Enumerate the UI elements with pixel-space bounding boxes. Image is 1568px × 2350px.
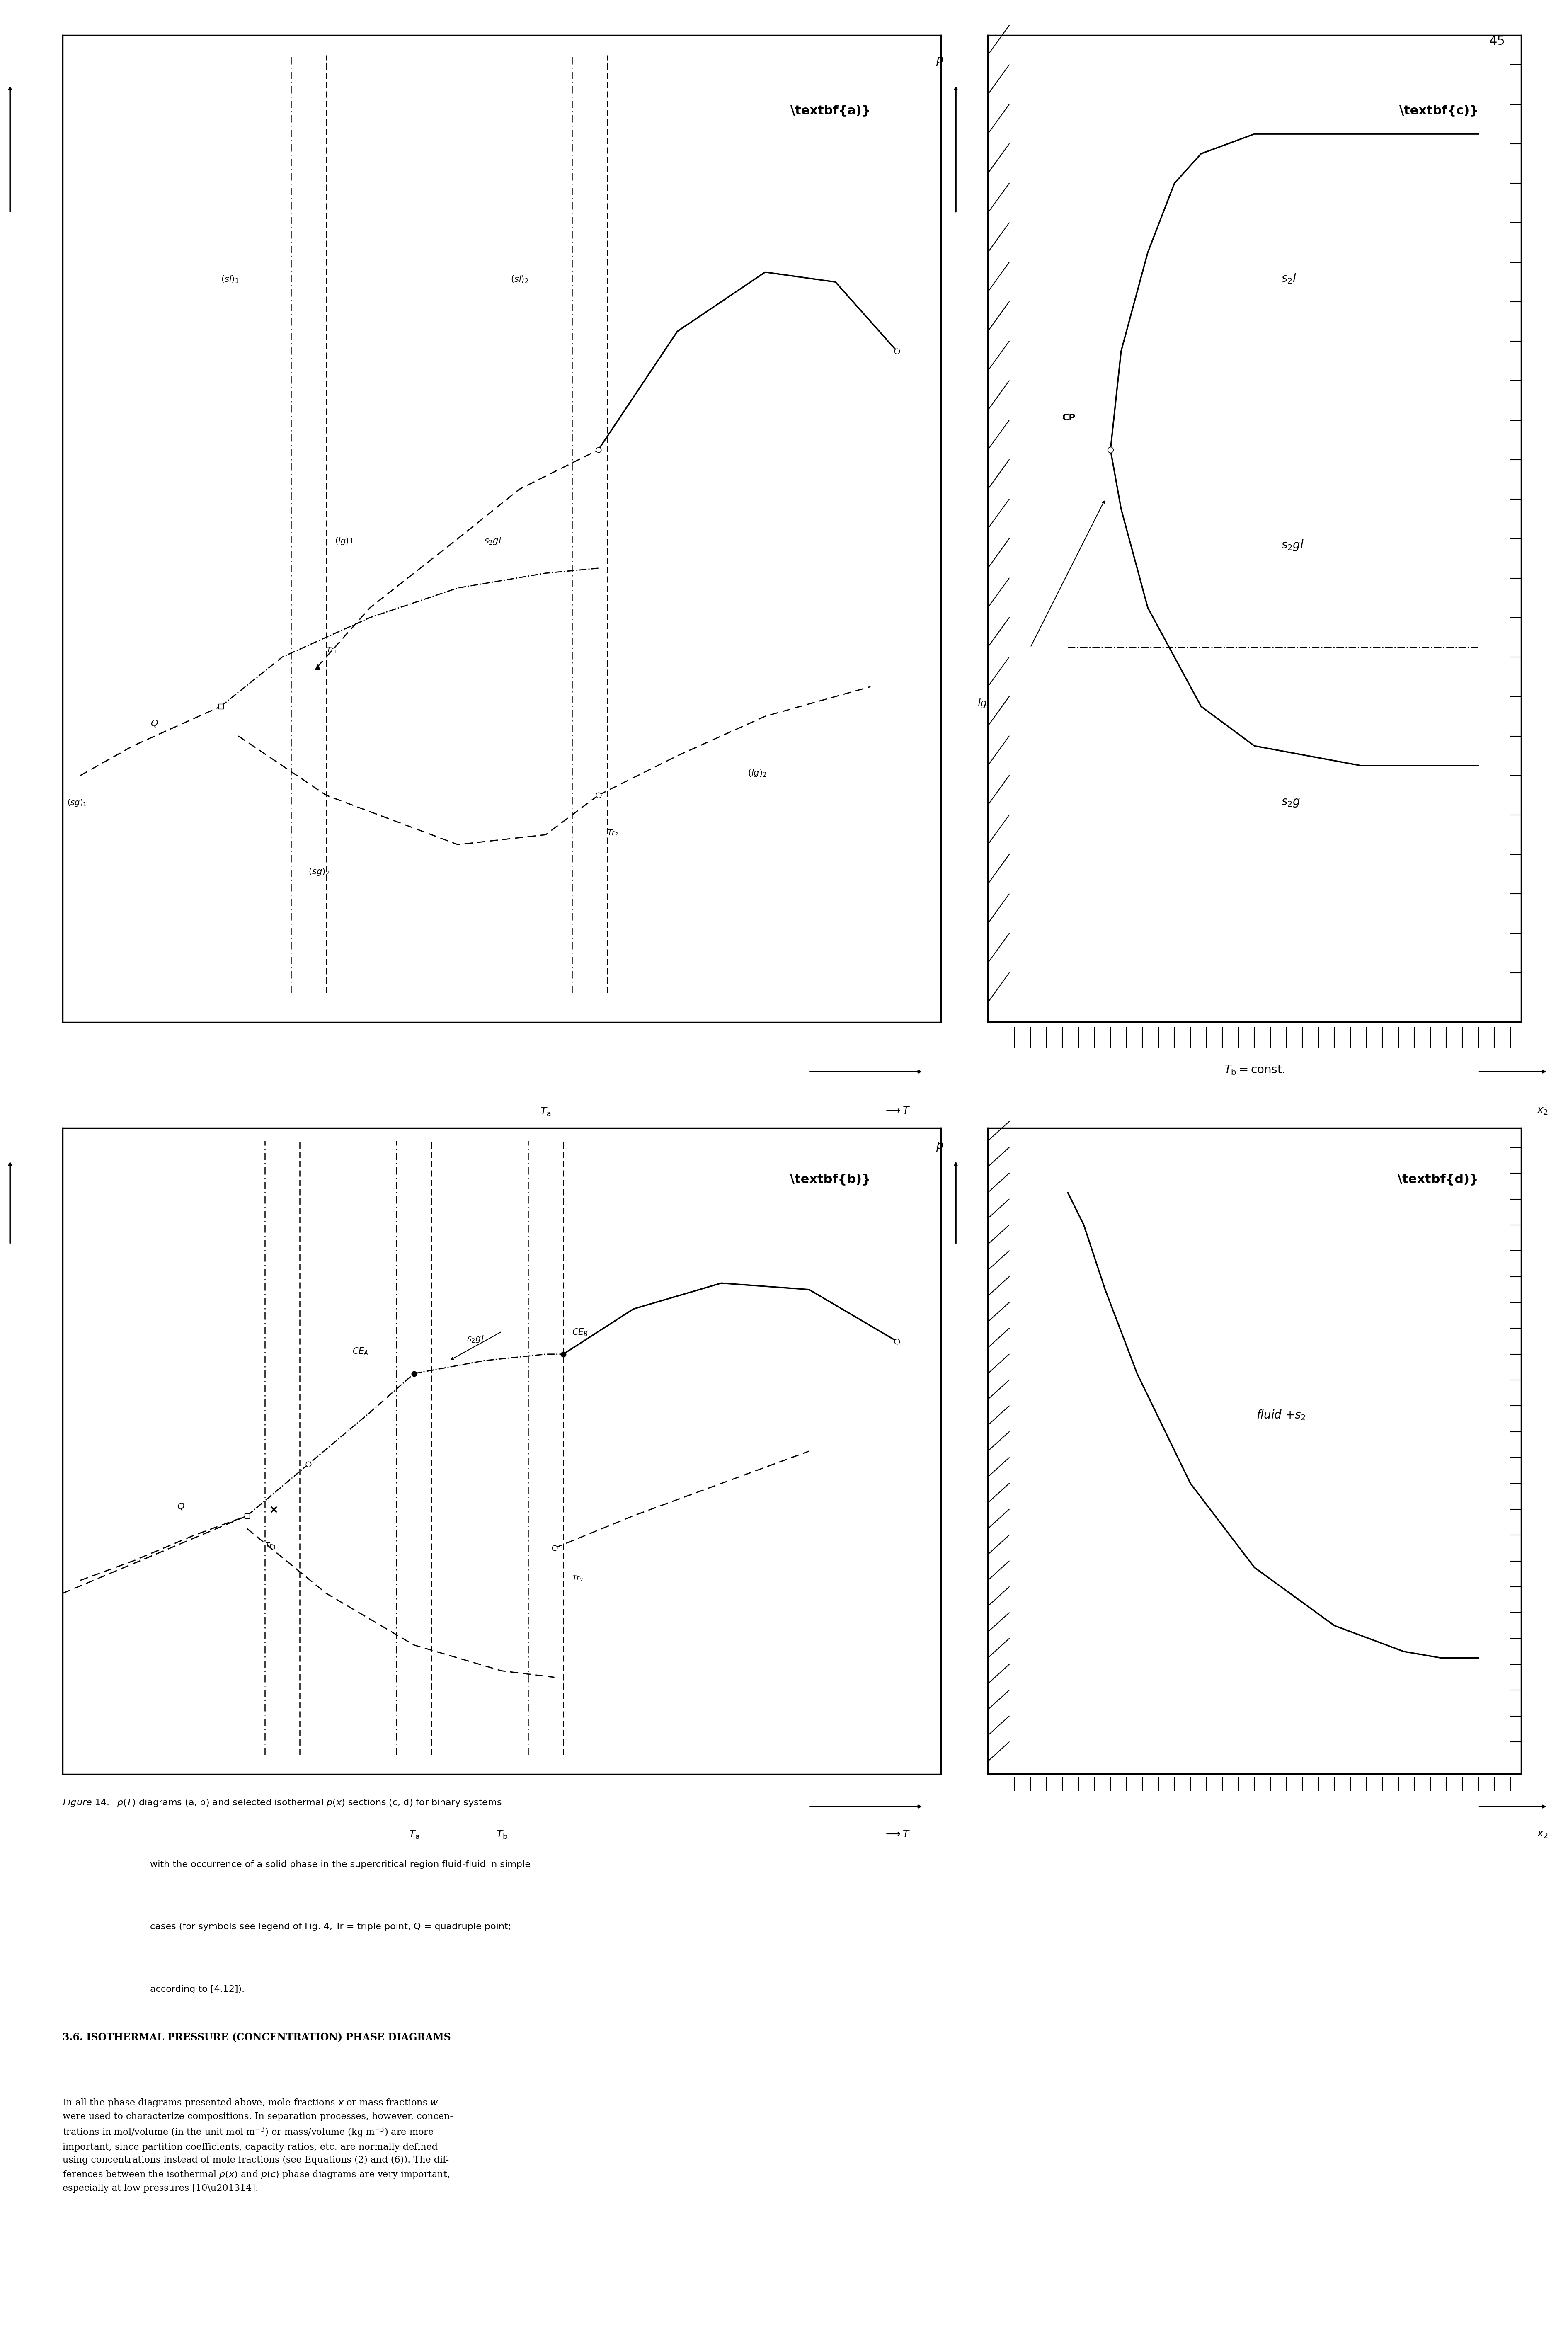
Text: $x_2$: $x_2$ bbox=[1537, 1107, 1548, 1116]
Text: $x_2$: $x_2$ bbox=[1537, 1828, 1548, 1840]
Text: \textbf{d)}: \textbf{d)} bbox=[1397, 1173, 1479, 1184]
Text: $s_2gl$: $s_2gl$ bbox=[485, 536, 502, 545]
Text: $Q$: $Q$ bbox=[151, 719, 158, 728]
Text: $CE_A$: $CE_A$ bbox=[353, 1347, 368, 1356]
Text: $\mathit{Figure\ 14.}$  $p(T)$ diagrams (a, b) and selected isothermal $p(x)$ se: $\mathit{Figure\ 14.}$ $p(T)$ diagrams (… bbox=[63, 1798, 502, 1807]
Text: \textbf{b)}: \textbf{b)} bbox=[790, 1173, 870, 1184]
Text: $s_2gl$: $s_2gl$ bbox=[1281, 538, 1303, 552]
Text: $Tr_1$: $Tr_1$ bbox=[265, 1542, 276, 1551]
Text: cases (for symbols see legend of Fig. 4, Tr = triple point, Q = quadruple point;: cases (for symbols see legend of Fig. 4,… bbox=[151, 1922, 511, 1932]
Text: $(lg)_2$: $(lg)_2$ bbox=[748, 768, 767, 778]
Text: $s_2g$: $s_2g$ bbox=[1281, 797, 1300, 808]
Text: according to [4,12]).: according to [4,12]). bbox=[151, 1986, 245, 1993]
Text: $p$: $p$ bbox=[936, 1140, 944, 1152]
Text: $CE_B$: $CE_B$ bbox=[572, 1328, 588, 1337]
Text: $(sg)_1$: $(sg)_1$ bbox=[67, 799, 86, 808]
Text: CP: CP bbox=[1063, 414, 1076, 423]
Text: 45: 45 bbox=[1490, 35, 1505, 47]
Text: $(sl)_2$: $(sl)_2$ bbox=[511, 275, 528, 284]
Text: $T_{\rm a}$: $T_{\rm a}$ bbox=[541, 1107, 550, 1116]
Text: $\longrightarrow T$: $\longrightarrow T$ bbox=[883, 1828, 911, 1840]
Text: $lg$: $lg$ bbox=[977, 698, 988, 710]
Text: $\longrightarrow T$: $\longrightarrow T$ bbox=[883, 1107, 911, 1116]
Text: \textbf{a)}: \textbf{a)} bbox=[790, 103, 870, 118]
Text: fluid $+ s_2$: fluid $+ s_2$ bbox=[1256, 1410, 1306, 1422]
Text: $s_2gl$: $s_2gl$ bbox=[467, 1335, 485, 1344]
Text: \textbf{c)}: \textbf{c)} bbox=[1399, 103, 1479, 118]
Text: $(sg)_2$: $(sg)_2$ bbox=[309, 867, 329, 877]
Text: $p$: $p$ bbox=[936, 54, 944, 66]
Text: with the occurrence of a solid phase in the supercritical region fluid-fluid in : with the occurrence of a solid phase in … bbox=[151, 1861, 530, 1868]
Text: $Tr_1$: $Tr_1$ bbox=[326, 646, 337, 653]
Text: $Tr_2$: $Tr_2$ bbox=[607, 830, 618, 837]
Text: $Tr_2$: $Tr_2$ bbox=[572, 1574, 583, 1582]
Text: In all the phase diagrams presented above, mole fractions $x$ or mass fractions : In all the phase diagrams presented abov… bbox=[63, 2096, 453, 2193]
Text: $(lg)1$: $(lg)1$ bbox=[336, 536, 354, 545]
Text: $Q$: $Q$ bbox=[177, 1502, 185, 1511]
Text: 3.6. ISOTHERMAL PRESSURE (CONCENTRATION) PHASE DIAGRAMS: 3.6. ISOTHERMAL PRESSURE (CONCENTRATION)… bbox=[63, 2033, 452, 2042]
Text: $T_{\rm b} = \rm const.$: $T_{\rm b} = \rm const.$ bbox=[1225, 1065, 1284, 1076]
Text: $s_2l$: $s_2l$ bbox=[1281, 273, 1297, 284]
Text: $(sl)_1$: $(sl)_1$ bbox=[221, 275, 238, 284]
Text: $T_{\rm b}$: $T_{\rm b}$ bbox=[495, 1828, 508, 1840]
Text: $T_{\rm a}$: $T_{\rm a}$ bbox=[409, 1828, 419, 1840]
